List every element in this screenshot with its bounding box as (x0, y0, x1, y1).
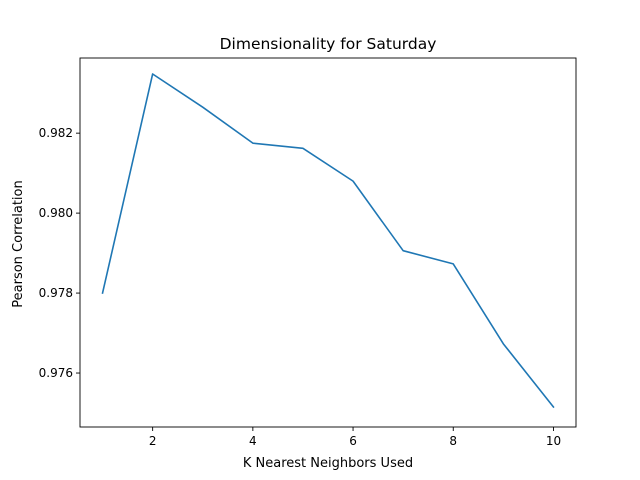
x-tick-label: 8 (449, 434, 457, 448)
x-axis-label: K Nearest Neighbors Used (243, 456, 413, 471)
y-tick-label: 0.982 (39, 126, 73, 140)
x-tick-label: 10 (546, 434, 561, 448)
x-axis-ticks: 2 4 6 8 10 (149, 427, 561, 448)
x-tick-label: 2 (149, 434, 157, 448)
x-tick-label: 6 (349, 434, 357, 448)
chart-title: Dimensionality for Saturday (220, 35, 437, 53)
y-axis-ticks: 0.976 0.978 0.980 0.982 (39, 126, 80, 380)
y-tick-label: 0.980 (39, 206, 73, 220)
series-line (101, 73, 555, 409)
plot-frame (79, 57, 577, 428)
y-tick-label: 0.978 (39, 286, 73, 300)
y-tick-label: 0.976 (39, 366, 73, 380)
x-tick-label: 4 (249, 434, 257, 448)
y-axis-label: Pearson Correlation (11, 180, 26, 307)
